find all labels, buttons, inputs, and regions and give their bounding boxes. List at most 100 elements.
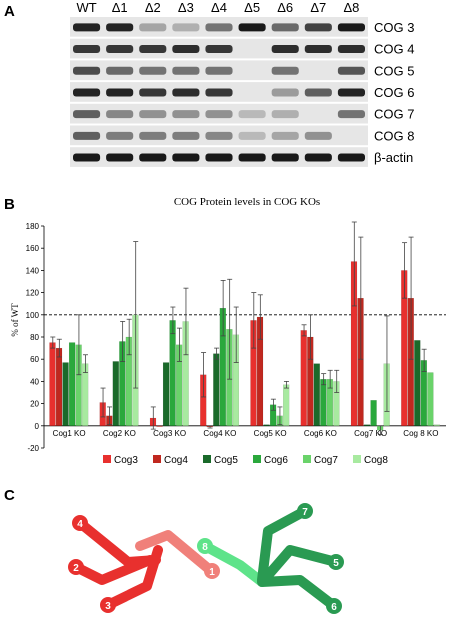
y-tick-label: -20 — [27, 444, 39, 453]
blot-band — [205, 88, 233, 97]
blot-band — [172, 110, 200, 119]
bar — [427, 372, 434, 426]
node-4 — [72, 515, 88, 531]
bar — [300, 330, 307, 426]
x-tick-label: Cog6 KO — [304, 429, 337, 438]
bar — [433, 424, 441, 426]
lane-label: Δ6 — [277, 0, 293, 15]
blot-band — [205, 131, 233, 140]
blot-band — [271, 23, 299, 32]
x-tick-label: Cog3 KO — [153, 429, 186, 438]
blot-band — [73, 23, 101, 32]
lane-label: Δ1 — [112, 0, 128, 15]
y-tick-label: 40 — [30, 377, 39, 386]
legend-label: Cog7 — [314, 455, 338, 466]
y-tick-label: 20 — [30, 400, 39, 409]
lobe-b-arm-5 — [259, 545, 341, 585]
y-tick-label: 60 — [30, 355, 39, 364]
y-tick-label: 140 — [26, 266, 40, 275]
blot-band — [238, 110, 266, 119]
blot-band — [271, 66, 299, 75]
y-tick-label: 80 — [30, 333, 39, 342]
blot-band — [205, 45, 233, 54]
lane-label: Δ2 — [145, 0, 161, 15]
blot-band — [106, 110, 134, 119]
node-3 — [100, 597, 116, 613]
legend-label: Cog4 — [164, 455, 188, 466]
blot-band — [172, 88, 200, 97]
blot-band — [304, 131, 332, 140]
blot-row-label: COG 8 — [374, 128, 414, 143]
legend-swatch — [153, 455, 161, 463]
bar — [82, 363, 89, 426]
node-7 — [297, 503, 313, 519]
y-axis-title: % of WT — [10, 303, 20, 337]
blot-band — [73, 110, 101, 119]
blot-band — [172, 66, 200, 75]
blot-band — [106, 131, 134, 140]
bar — [414, 340, 421, 426]
blot-band — [337, 153, 365, 162]
blot-band — [271, 45, 299, 54]
legend-swatch — [303, 455, 311, 463]
blot-band — [238, 23, 266, 32]
lane-label: Δ3 — [178, 0, 194, 15]
blot-band — [139, 153, 167, 162]
blot-band — [106, 88, 134, 97]
bar — [112, 361, 119, 426]
blot-band — [271, 110, 299, 119]
node-6-label: 6 — [331, 602, 337, 613]
blot-band — [271, 131, 299, 140]
blot-band — [73, 45, 101, 54]
node-8 — [197, 538, 213, 554]
blot-band — [304, 23, 332, 32]
blot-band — [271, 88, 299, 97]
cog-complex-diagram: 4 2 3 1 8 7 5 6 — [68, 503, 344, 614]
y-tick-label: 100 — [26, 311, 40, 320]
y-tick-label: 180 — [26, 222, 40, 231]
bar — [162, 362, 170, 426]
blot-band — [337, 66, 365, 75]
blot-band — [337, 88, 365, 97]
blot-band — [337, 23, 365, 32]
blot-band — [304, 45, 332, 54]
node-6 — [326, 598, 342, 614]
blot-band — [271, 153, 299, 162]
node-5-label: 5 — [333, 558, 339, 569]
blot-band — [139, 88, 167, 97]
blot-band — [337, 110, 365, 119]
lane-label: Δ7 — [310, 0, 326, 15]
panel-c-label: C — [4, 487, 15, 504]
lobe-a: 4 2 3 1 — [68, 515, 220, 613]
lane-label: Δ4 — [211, 0, 227, 15]
blot-band — [106, 23, 134, 32]
legend-swatch — [103, 455, 111, 463]
bridge-cog1 — [135, 530, 215, 575]
blot-band — [337, 45, 365, 54]
x-tick-label: Cog 8 KO — [403, 429, 438, 438]
blot-band — [238, 131, 266, 140]
blot-band — [139, 110, 167, 119]
legend-label: Cog5 — [214, 455, 238, 466]
bar — [169, 320, 176, 426]
legend-swatch — [353, 455, 361, 463]
x-tick-label: Cog4 KO — [203, 429, 236, 438]
blot-band — [172, 45, 200, 54]
x-tick-label: Cog2 KO — [103, 429, 136, 438]
lane-label: Δ5 — [244, 0, 260, 15]
panel-b-label: B — [4, 196, 15, 213]
bar — [363, 424, 371, 426]
bar — [320, 379, 327, 426]
blot-band — [73, 66, 101, 75]
lane-label: Δ8 — [343, 0, 359, 15]
blot-band — [106, 45, 134, 54]
bar — [370, 400, 377, 426]
blot-band — [205, 23, 233, 32]
lobe-a-arm-2 — [71, 555, 155, 585]
node-4-label: 4 — [77, 519, 83, 530]
western-blot: WT Δ1 Δ2 Δ3 Δ4 Δ5 Δ6 Δ7 Δ8 COG 3 COG 4 COG 5 COG 6 CO… — [70, 0, 414, 167]
node-1-label: 1 — [209, 567, 215, 578]
blot-band — [238, 153, 266, 162]
blot-band — [172, 131, 200, 140]
